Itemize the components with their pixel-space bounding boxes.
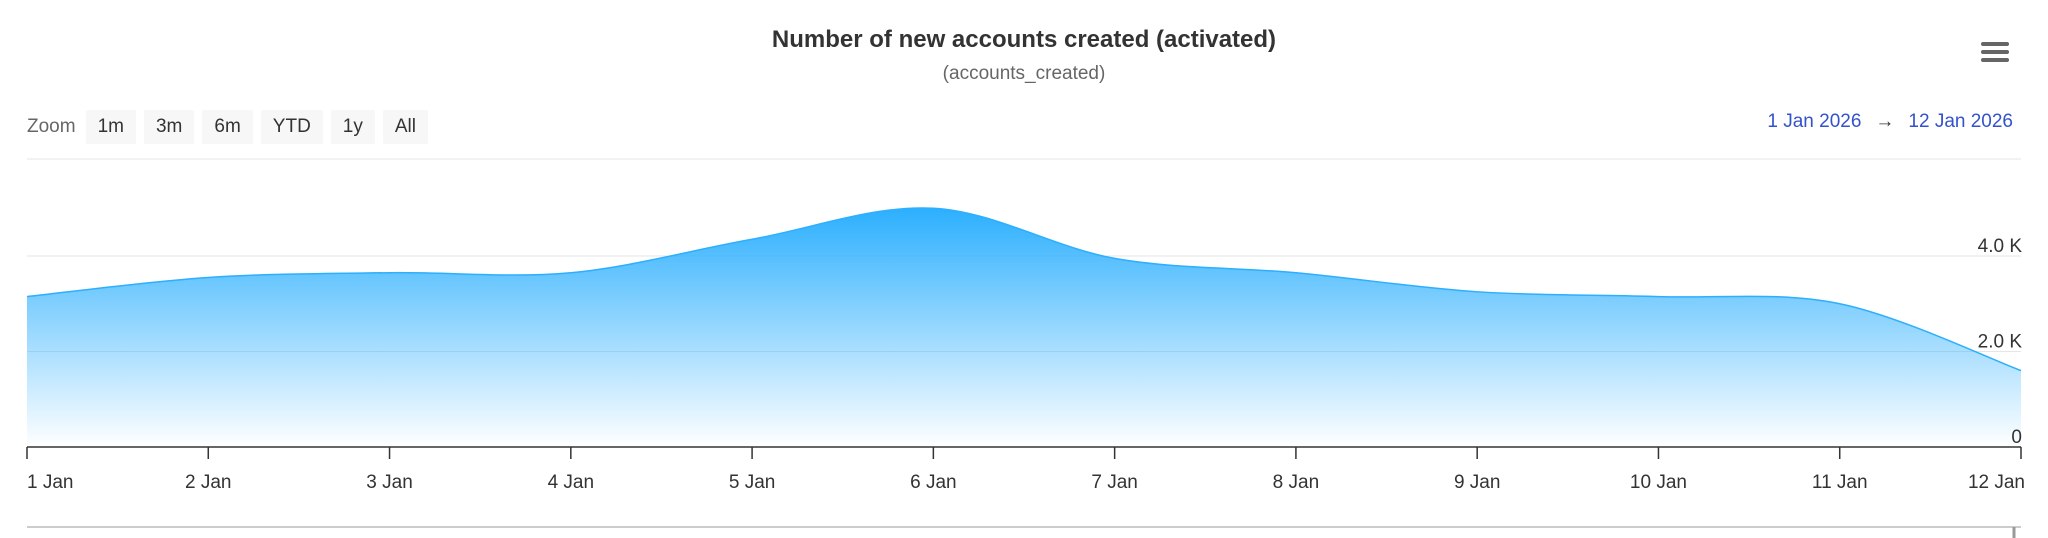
x-tick-label: 4 Jan xyxy=(548,472,594,493)
x-tick-label: 2 Jan xyxy=(185,472,231,493)
x-tick-label: 9 Jan xyxy=(1454,472,1500,493)
zoom-button-all[interactable]: All xyxy=(382,110,428,144)
x-tick-label: 6 Jan xyxy=(910,472,956,493)
x-tick-label: 8 Jan xyxy=(1273,472,1319,493)
x-tick-label: 1 Jan xyxy=(27,472,73,493)
x-tick-label: 7 Jan xyxy=(1091,472,1137,493)
zoom-label: Zoom xyxy=(27,116,76,137)
series-area xyxy=(27,207,2021,447)
zoom-button-3m[interactable]: 3m xyxy=(143,110,195,144)
zoom-button-1m[interactable]: 1m xyxy=(85,110,136,144)
series-line xyxy=(26,207,2022,372)
menu-bar xyxy=(1981,42,2009,46)
menu-bar xyxy=(1981,58,2009,62)
x-axis-labels: 1 Jan 2 Jan 3 Jan 4 Jan 5 Jan 6 Jan 7 Jan 8 Jan… xyxy=(27,472,2025,493)
hamburger-menu-icon[interactable] xyxy=(1981,42,2009,66)
x-axis-ticks xyxy=(26,447,2022,459)
y-axis-labels: 0 2.0 K 4.0 K xyxy=(1978,236,2023,448)
zoom-selector: Zoom 1m 3m 6m YTD 1y All xyxy=(27,110,428,144)
x-tick-label: 5 Jan xyxy=(729,472,775,493)
chart-subtitle: (accounts_created) xyxy=(942,63,1106,84)
range-from-date[interactable]: 1 Jan 2026 xyxy=(1767,111,1862,132)
x-tick-label: 3 Jan xyxy=(366,472,412,493)
zoom-button-ytd[interactable]: YTD xyxy=(260,110,323,144)
chart-title: Number of new accounts created (activate… xyxy=(771,26,1277,53)
navigator[interactable] xyxy=(27,526,2021,538)
x-tick-label: 12 Jan xyxy=(1968,472,2025,493)
zoom-button-6m[interactable]: 6m xyxy=(202,110,253,144)
range-arrow: → xyxy=(1875,111,1895,132)
y-tick-label: 0 xyxy=(2011,427,2022,448)
x-tick-label: 11 Jan xyxy=(1812,472,1868,493)
y-tick-label: 4.0 K xyxy=(1978,236,2023,257)
date-range: 1 Jan 2026 → 12 Jan 2026 xyxy=(1767,111,2013,133)
zoom-button-1y[interactable]: 1y xyxy=(330,110,375,144)
x-tick-label: 10 Jan xyxy=(1630,472,1687,493)
menu-bar xyxy=(1981,50,2009,54)
range-to-date[interactable]: 12 Jan 2026 xyxy=(1908,111,2013,132)
y-tick-label: 2.0 K xyxy=(1978,332,2023,353)
